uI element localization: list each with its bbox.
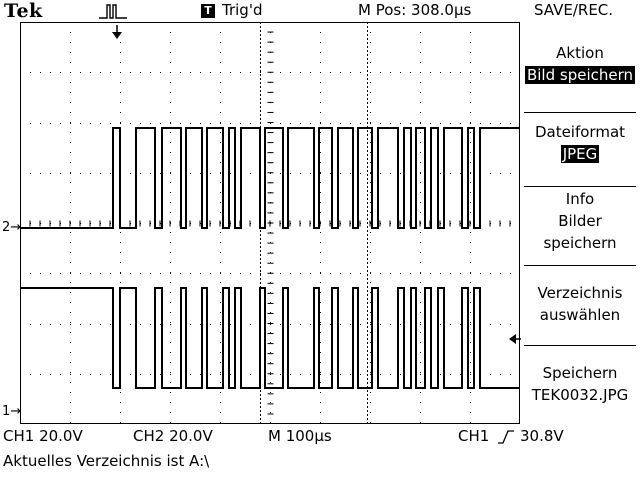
ch2-ground-marker: 2→ — [2, 220, 22, 235]
menu-item-action[interactable]: Aktion Bild speichern — [520, 42, 640, 86]
menu-separator — [524, 265, 636, 266]
menu-item-save-filename: TEK0032.JPG — [531, 386, 629, 404]
menu-item-select-directory-line: auswählen — [539, 306, 621, 324]
ch1-waveform — [20, 287, 520, 389]
menu-item-info-line: Info — [565, 190, 595, 208]
ch1-ground-marker: 1→ — [2, 404, 22, 419]
menu-item-file-format[interactable]: Dateiformat JPEG — [520, 121, 640, 165]
ch2-waveform — [20, 127, 520, 229]
menu-item-file-format-value: JPEG — [560, 145, 600, 163]
rising-edge-icon — [498, 430, 514, 444]
menu-item-select-directory[interactable]: Verzeichnis auswählen — [520, 282, 640, 326]
trigger-position-arrow-icon — [112, 25, 122, 39]
horizontal-position: M Pos: 308.0µs — [358, 1, 472, 19]
trigger-indicator-box: T — [201, 4, 215, 18]
trigger-status: Trig'd — [222, 1, 263, 19]
trigger-level: 30.8V — [520, 427, 564, 445]
waveform-display — [20, 22, 520, 424]
ch2-scale: CH2 20.0V — [133, 427, 213, 445]
status-message: Aktuelles Verzeichnis ist A:\ — [3, 452, 210, 470]
top-status-bar: Tek T Trig'd M Pos: 308.0µs SAVE/REC. — [0, 0, 613, 22]
menu-title: SAVE/REC. — [534, 1, 614, 19]
brand-logo: Tek — [4, 0, 43, 22]
trigger-pulse-icon — [99, 4, 127, 19]
trigger-source: CH1 — [458, 427, 490, 445]
side-menu: Aktion Bild speichern Dateiformat JPEG I… — [520, 22, 640, 424]
trigger-level-arrow-icon — [509, 334, 521, 344]
menu-item-file-format-label: Dateiformat — [534, 123, 626, 141]
menu-separator — [524, 112, 636, 113]
menu-separator — [524, 186, 636, 187]
menu-item-action-value: Bild speichern — [524, 66, 636, 84]
menu-separator — [524, 345, 636, 346]
graticule — [20, 22, 520, 424]
menu-item-info[interactable]: Info Bilder speichern — [520, 188, 640, 254]
menu-item-save-line: Speichern — [542, 364, 618, 382]
menu-item-action-label: Aktion — [556, 44, 604, 62]
menu-item-save[interactable]: Speichern TEK0032.JPG — [520, 362, 640, 406]
timebase: M 100µs — [268, 427, 332, 445]
menu-item-select-directory-line: Verzeichnis — [537, 284, 623, 302]
menu-item-info-line: Bilder — [558, 212, 602, 230]
ch1-scale: CH1 20.0V — [3, 427, 83, 445]
menu-item-info-line: speichern — [543, 234, 617, 252]
